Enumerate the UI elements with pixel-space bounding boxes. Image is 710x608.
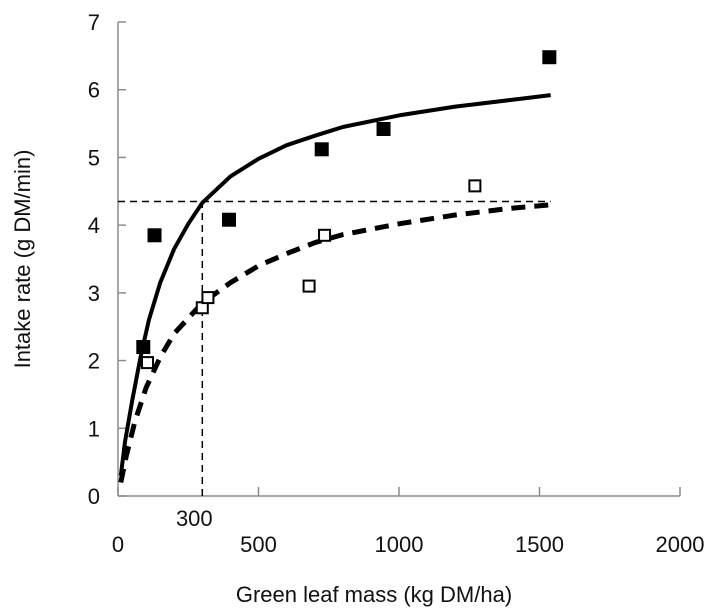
data-point-open-square bbox=[318, 228, 332, 242]
x-tick-label: 2000 bbox=[656, 532, 705, 557]
x-tick-label: 1500 bbox=[515, 532, 564, 557]
y-axis-title: Intake rate (g DM/min) bbox=[10, 150, 35, 369]
data-point-open-square bbox=[201, 291, 215, 305]
reference-label-300: 300 bbox=[176, 506, 213, 531]
axes-group bbox=[117, 21, 681, 497]
data-points-group bbox=[136, 50, 557, 370]
x-tick-label: 500 bbox=[240, 532, 277, 557]
x-tick-label: 0 bbox=[112, 532, 124, 557]
y-tick-label: 2 bbox=[88, 349, 100, 374]
x-axis-title: Green leaf mass (kg DM/ha) bbox=[236, 582, 512, 607]
reference-lines-group bbox=[118, 200, 551, 496]
data-point-filled-square bbox=[221, 212, 236, 227]
fit-curves-group bbox=[118, 93, 551, 484]
x-tick-label: 1000 bbox=[375, 532, 424, 557]
data-point-open-square bbox=[302, 279, 316, 293]
y-tick-label: 3 bbox=[88, 281, 100, 306]
y-tick-label: 0 bbox=[88, 484, 100, 509]
data-point-filled-square bbox=[136, 340, 151, 355]
data-point-open-square bbox=[141, 356, 155, 370]
y-tick-label: 4 bbox=[88, 213, 100, 238]
data-point-open-square bbox=[468, 179, 482, 193]
y-tick-label: 7 bbox=[88, 10, 100, 35]
labels-group: 0 1 2 3 4 5 6 7 0 500 1000 1500 2000 300 Green leaf ma… bbox=[10, 10, 704, 607]
data-point-filled-square bbox=[314, 142, 329, 157]
data-point-filled-square bbox=[542, 50, 557, 65]
y-tick-label: 1 bbox=[88, 416, 100, 441]
y-tick-label: 6 bbox=[88, 78, 100, 103]
fit-curve-dashed bbox=[118, 202, 551, 484]
data-point-filled-square bbox=[147, 228, 162, 243]
fit-curve-solid bbox=[118, 93, 551, 476]
data-point-filled-square bbox=[376, 121, 391, 136]
y-tick-label: 5 bbox=[88, 145, 100, 170]
